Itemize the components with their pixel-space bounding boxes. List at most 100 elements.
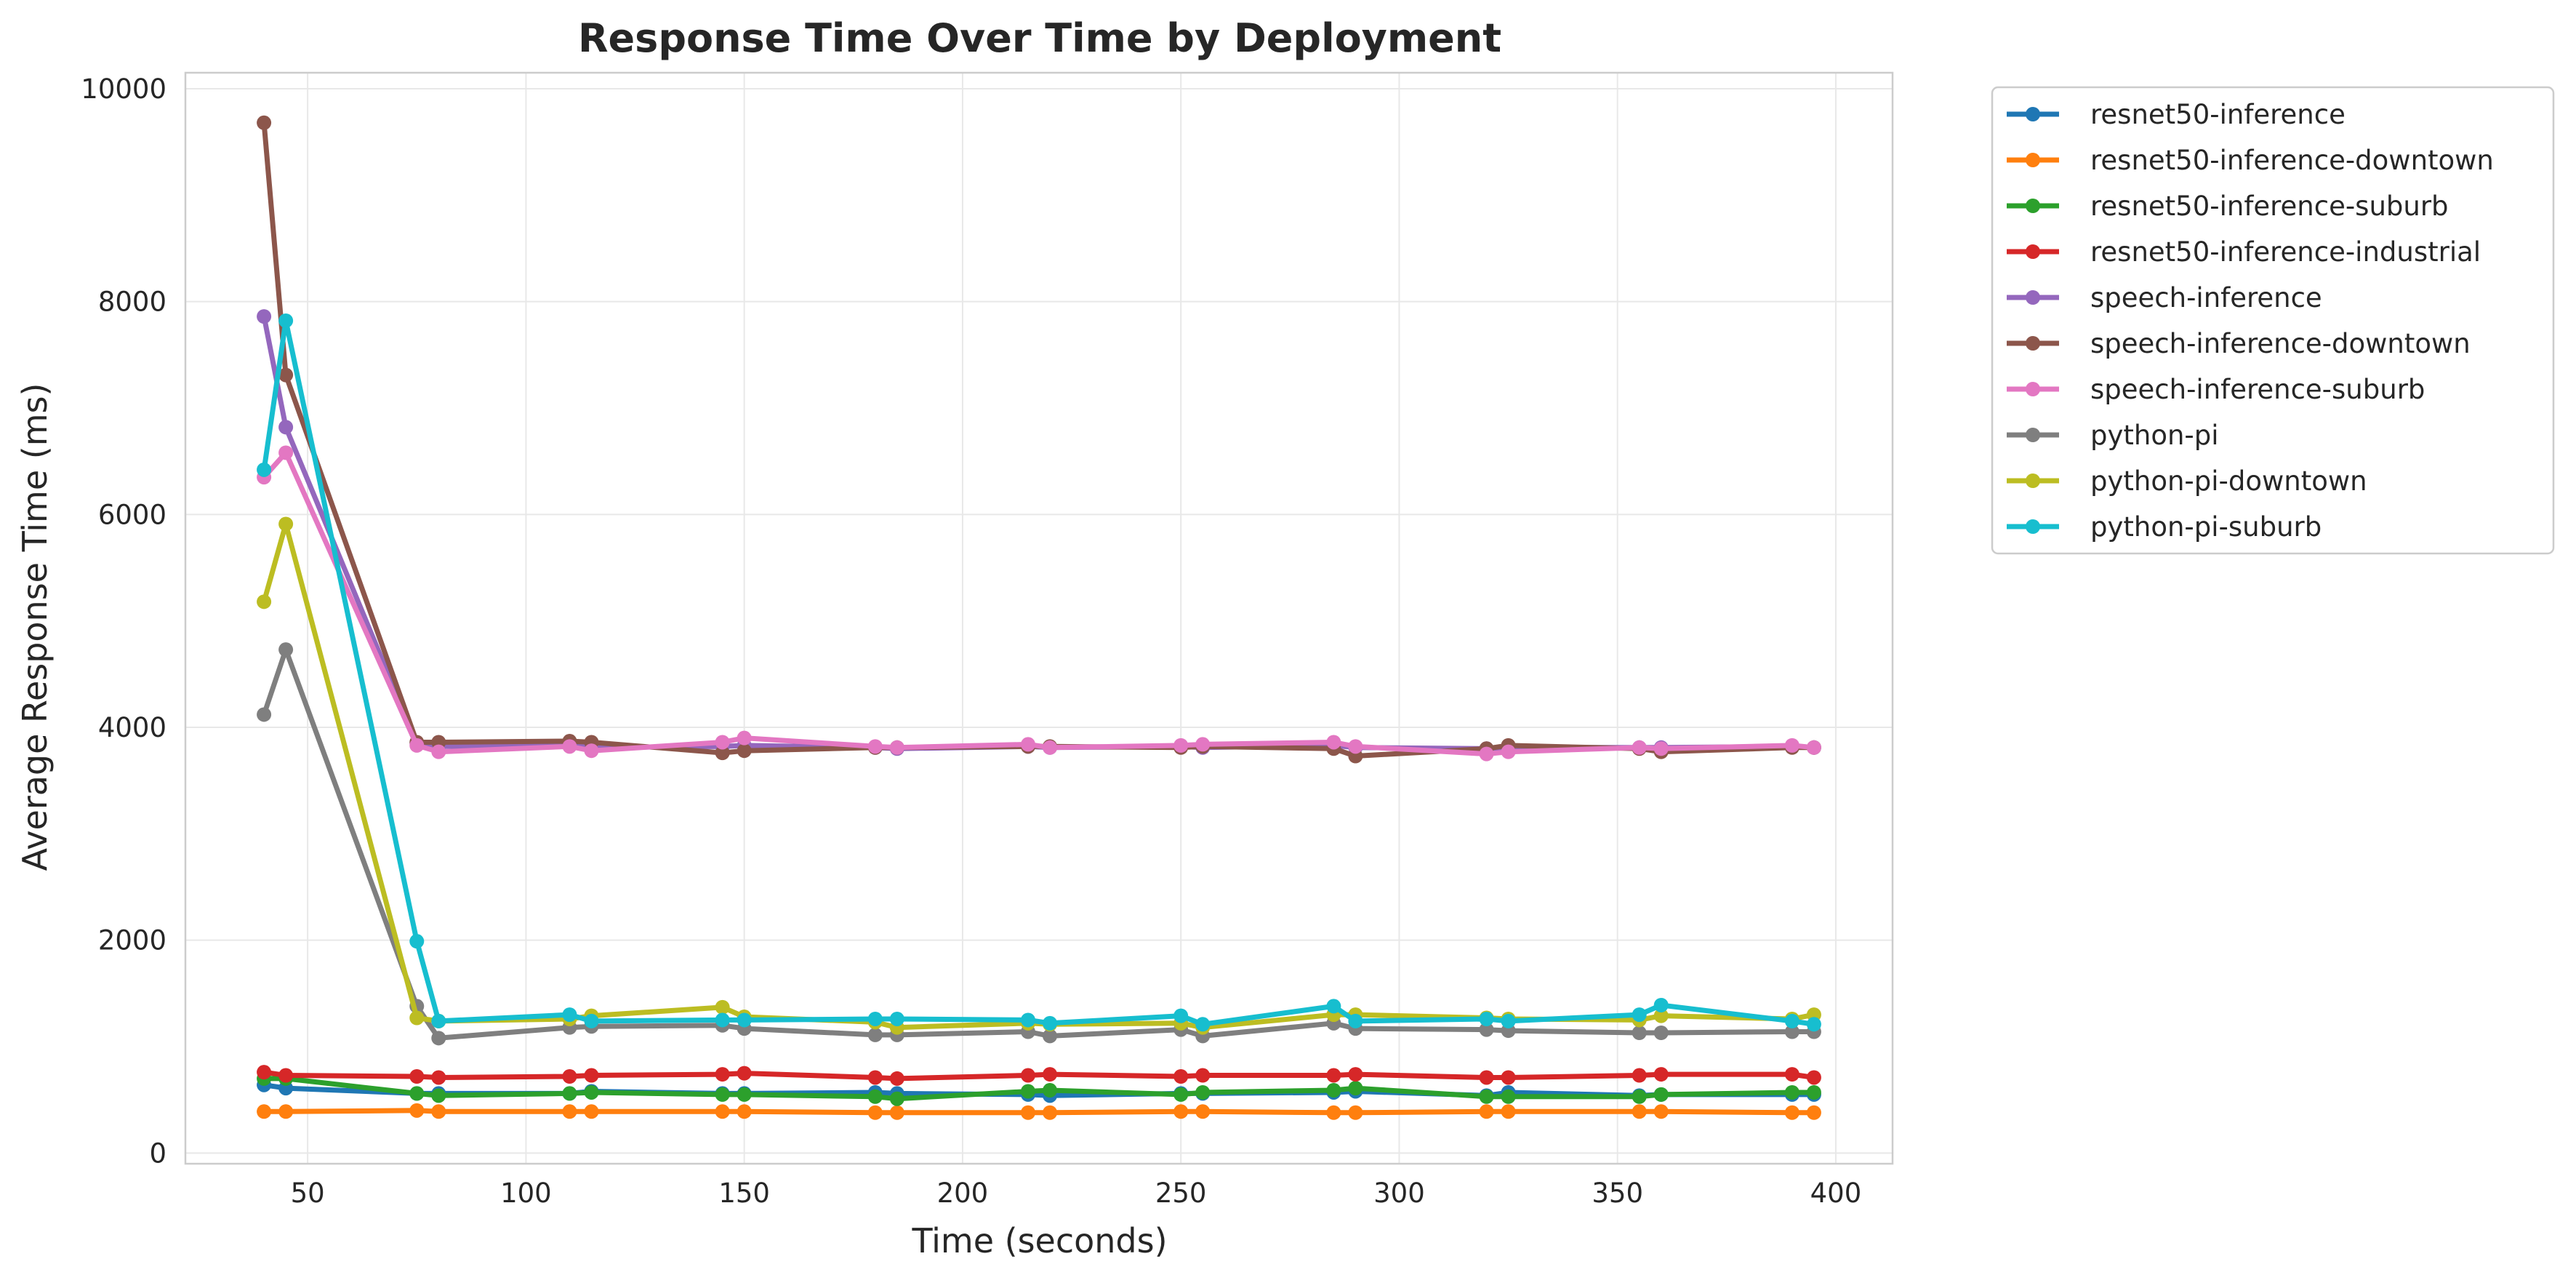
- data-point: [1173, 738, 1189, 753]
- data-point: [1043, 1083, 1058, 1098]
- legend-swatch-marker: [2026, 473, 2040, 488]
- legend-item: resnet50-inference-downtown: [2007, 145, 2494, 176]
- data-point: [1020, 1105, 1035, 1120]
- data-point: [867, 1027, 883, 1042]
- data-point: [715, 1104, 730, 1119]
- data-point: [1784, 1013, 1799, 1028]
- data-point: [867, 1089, 883, 1104]
- legend-label: python-pi-downtown: [2090, 465, 2367, 497]
- data-point: [257, 1065, 272, 1080]
- y-tick-label: 0: [149, 1138, 166, 1169]
- x-tick-label: 50: [291, 1178, 325, 1209]
- data-point: [1784, 1024, 1799, 1039]
- legend-item: resnet50-inference-industrial: [2007, 236, 2481, 268]
- legend-label: speech-inference-downtown: [2090, 328, 2471, 359]
- data-point: [257, 115, 272, 130]
- data-point: [1479, 1070, 1494, 1085]
- data-point: [1479, 746, 1494, 762]
- data-point: [1501, 744, 1516, 759]
- data-point: [1348, 1105, 1363, 1120]
- data-point: [1173, 1104, 1189, 1119]
- data-point: [1501, 1070, 1516, 1085]
- data-point: [889, 1071, 904, 1086]
- data-point: [1501, 1089, 1516, 1104]
- data-point: [1173, 1087, 1189, 1102]
- y-tick-label: 2000: [98, 925, 166, 956]
- data-point: [1326, 999, 1341, 1014]
- y-tick-label: 8000: [98, 287, 166, 318]
- y-axis-ticks: 0 2000 4000 6000 8000 10000: [81, 73, 166, 1169]
- data-point: [431, 1031, 446, 1046]
- legend-item: python-pi-suburb: [2007, 511, 2322, 543]
- x-tick-label: 200: [937, 1178, 989, 1209]
- legend-swatch-marker: [2026, 244, 2040, 259]
- y-tick-label: 4000: [98, 712, 166, 743]
- data-point: [1784, 1105, 1799, 1120]
- data-point: [1326, 735, 1341, 750]
- legend-items: resnet50-inference resnet50-inference-dow…: [2007, 99, 2494, 543]
- data-point: [278, 1104, 294, 1119]
- data-point: [584, 1084, 599, 1100]
- data-point: [1632, 1026, 1647, 1040]
- legend-label: resnet50-inference-industrial: [2090, 236, 2481, 268]
- data-point: [1043, 1105, 1058, 1120]
- data-point: [1632, 1007, 1647, 1023]
- series-line: [261, 449, 1817, 757]
- y-tick-label: 10000: [81, 73, 166, 105]
- legend-label: speech-inference-suburb: [2090, 374, 2425, 405]
- x-tick-label: 100: [500, 1178, 552, 1209]
- data-point: [715, 1012, 730, 1028]
- data-point: [1348, 1081, 1363, 1096]
- legend-item: speech-inference: [2007, 282, 2322, 313]
- data-point: [1043, 1028, 1058, 1044]
- data-point: [431, 1013, 446, 1028]
- data-point: [1020, 737, 1035, 752]
- x-tick-label: 300: [1373, 1178, 1425, 1209]
- x-tick-label: 350: [1592, 1178, 1643, 1209]
- series-line: [261, 1108, 1817, 1116]
- data-point: [1501, 1104, 1516, 1119]
- data-point: [1501, 1013, 1516, 1028]
- data-point: [431, 744, 446, 759]
- data-point: [278, 445, 294, 460]
- series-line: [261, 1069, 1817, 1082]
- x-tick-label: 400: [1810, 1178, 1862, 1209]
- legend-label: resnet50-inference-suburb: [2090, 191, 2449, 222]
- data-point: [1479, 1104, 1494, 1119]
- data-point: [1020, 1012, 1035, 1028]
- data-point: [1653, 1067, 1669, 1082]
- data-point: [562, 1086, 577, 1101]
- legend-swatch-marker: [2026, 519, 2040, 534]
- legend-label: speech-inference: [2090, 282, 2322, 313]
- data-point: [1784, 1067, 1799, 1082]
- data-point: [715, 735, 730, 750]
- data-point: [1784, 1084, 1799, 1100]
- data-point: [737, 743, 752, 759]
- data-point: [715, 746, 730, 761]
- data-point: [889, 740, 904, 755]
- legend-item: resnet50-inference-suburb: [2007, 191, 2449, 222]
- data-point: [278, 420, 294, 435]
- data-point: [1653, 1104, 1669, 1119]
- data-point: [889, 1105, 904, 1120]
- data-point: [1806, 1017, 1821, 1032]
- data-point: [1653, 1026, 1669, 1040]
- legend-swatch-marker: [2026, 290, 2040, 305]
- data-point: [431, 1070, 446, 1085]
- data-point: [1173, 1008, 1189, 1023]
- data-point: [1043, 1067, 1058, 1082]
- series-resnet50-inference-industrial: [257, 1065, 1821, 1086]
- data-point: [409, 738, 425, 753]
- data-point: [737, 1104, 752, 1119]
- data-point: [257, 309, 272, 324]
- data-point: [257, 1104, 272, 1119]
- series-line: [261, 647, 1817, 1041]
- data-point: [1479, 1022, 1494, 1037]
- data-point: [1043, 1015, 1058, 1031]
- legend-item: speech-inference-suburb: [2007, 374, 2425, 405]
- data-point: [1195, 1104, 1211, 1119]
- data-point: [1195, 1068, 1211, 1083]
- data-point: [1653, 1087, 1669, 1102]
- data-point: [584, 1068, 599, 1083]
